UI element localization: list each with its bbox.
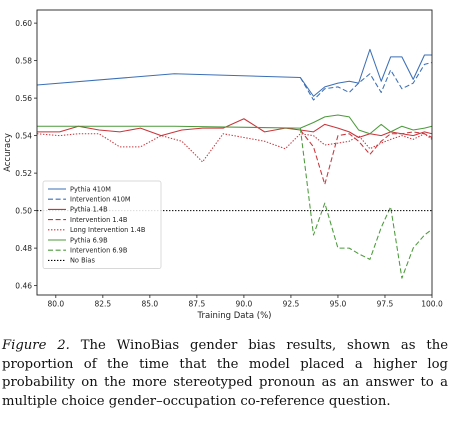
legend-entry-1: Intervention 410M xyxy=(70,196,131,204)
x-tick-label-2: 85.0 xyxy=(142,300,159,309)
x-tick-label-7: 97.5 xyxy=(377,300,394,309)
y-axis-label: Accuracy xyxy=(3,133,13,172)
legend: Pythia 410M Intervention 410M Pythia 1.4B I… xyxy=(42,180,162,269)
x-tick-label-8: 100.0 xyxy=(421,300,443,309)
legend-entry-7: No Bias xyxy=(70,257,95,265)
series-line-6 xyxy=(299,128,432,279)
caption-label: Figure 2. xyxy=(2,338,70,353)
x-tick-label-6: 95.0 xyxy=(330,300,347,309)
series-layer xyxy=(37,48,432,279)
y-tick-label-2: 0.50 xyxy=(15,206,32,215)
figure-caption: Figure 2. The WinoBias gender bias resul… xyxy=(2,337,448,411)
legend-entry-4: Long Intervention 1.4B xyxy=(70,226,146,234)
series-line-0 xyxy=(37,48,432,97)
x-axis-label: Training Data (%) xyxy=(197,311,272,321)
series-line-5 xyxy=(37,114,432,135)
caption-text: The WinoBias gender bias results, shown … xyxy=(2,338,448,409)
legend-entry-0: Pythia 410M xyxy=(70,185,111,193)
y-tick-label-0: 0.46 xyxy=(15,281,32,290)
legend-box xyxy=(42,180,162,269)
series-line-4 xyxy=(37,133,432,163)
legend-entry-6: Intervention 6.9B xyxy=(70,247,128,255)
series-line-3 xyxy=(299,129,432,185)
y-tick-label-7: 0.60 xyxy=(15,19,32,28)
y-tick-label-6: 0.58 xyxy=(15,56,32,65)
winobias-chart: 80.0 82.5 85.0 87.5 90.0 92.5 95.0 97.5 100.0 0.4… xyxy=(3,9,443,321)
legend-entry-2: Pythia 1.4B xyxy=(70,206,108,214)
axis-ticks: 80.0 82.5 85.0 87.5 90.0 92.5 95.0 97.5 100.0 0.4… xyxy=(15,19,443,309)
legend-entry-3: Intervention 1.4B xyxy=(70,216,128,224)
plot-frame xyxy=(36,9,433,296)
x-tick-label-4: 90.0 xyxy=(236,300,253,309)
x-tick-label-0: 80.0 xyxy=(47,300,64,309)
legend-entry-5: Pythia 6.9B xyxy=(70,236,108,244)
y-tick-label-1: 0.48 xyxy=(15,244,32,253)
x-tick-label-3: 87.5 xyxy=(189,300,206,309)
y-tick-label-5: 0.56 xyxy=(15,94,32,103)
x-tick-label-1: 82.5 xyxy=(94,300,111,309)
y-tick-label-4: 0.54 xyxy=(15,131,32,140)
series-line-1 xyxy=(299,61,432,101)
x-tick-label-5: 92.5 xyxy=(283,300,300,309)
y-tick-label-3: 0.52 xyxy=(15,169,32,178)
series-line-2 xyxy=(37,118,432,139)
